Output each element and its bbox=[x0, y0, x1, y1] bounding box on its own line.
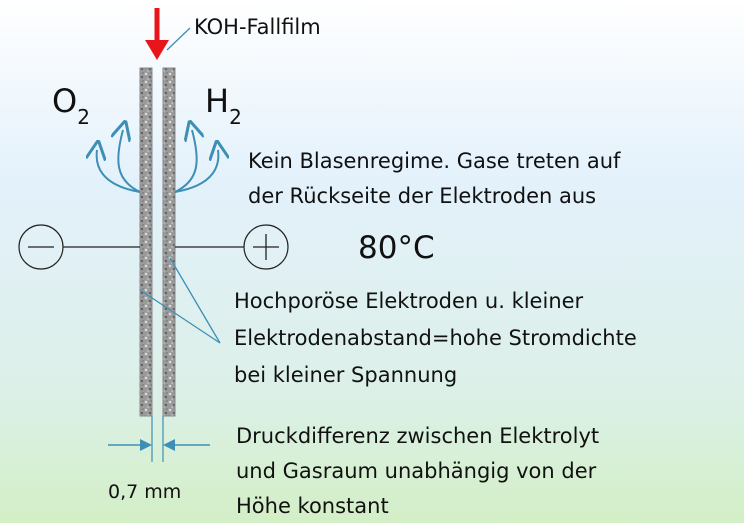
cathode bbox=[162, 67, 176, 417]
pointer bbox=[139, 289, 221, 344]
anode bbox=[139, 67, 153, 417]
h2-label: H2 bbox=[205, 82, 242, 129]
pointer bbox=[169, 257, 221, 344]
feed-arrow-head bbox=[145, 40, 169, 60]
pressure-text: Druckdifferenz zwischen Elektrolyt und G… bbox=[236, 424, 606, 518]
no-bubbles-text: Kein Blasenregime. Gase treten auf der R… bbox=[248, 149, 627, 208]
gas-arrow bbox=[174, 130, 197, 193]
gap-label: 0,7 mm bbox=[108, 481, 181, 503]
dimension-arrow-head bbox=[163, 439, 175, 451]
temperature: 80°C bbox=[358, 230, 435, 266]
dimension-arrow-head bbox=[140, 439, 152, 451]
pointer bbox=[166, 27, 191, 51]
gas-arrow bbox=[118, 130, 141, 193]
electrodes-text: Hochporöse Elektroden u. kleiner Elektro… bbox=[234, 289, 643, 387]
gas-arrow bbox=[97, 150, 141, 193]
gas-arrow bbox=[174, 150, 218, 193]
feed-label: KOH-Fallfilm bbox=[194, 15, 321, 39]
o2-label: O2 bbox=[52, 82, 90, 129]
